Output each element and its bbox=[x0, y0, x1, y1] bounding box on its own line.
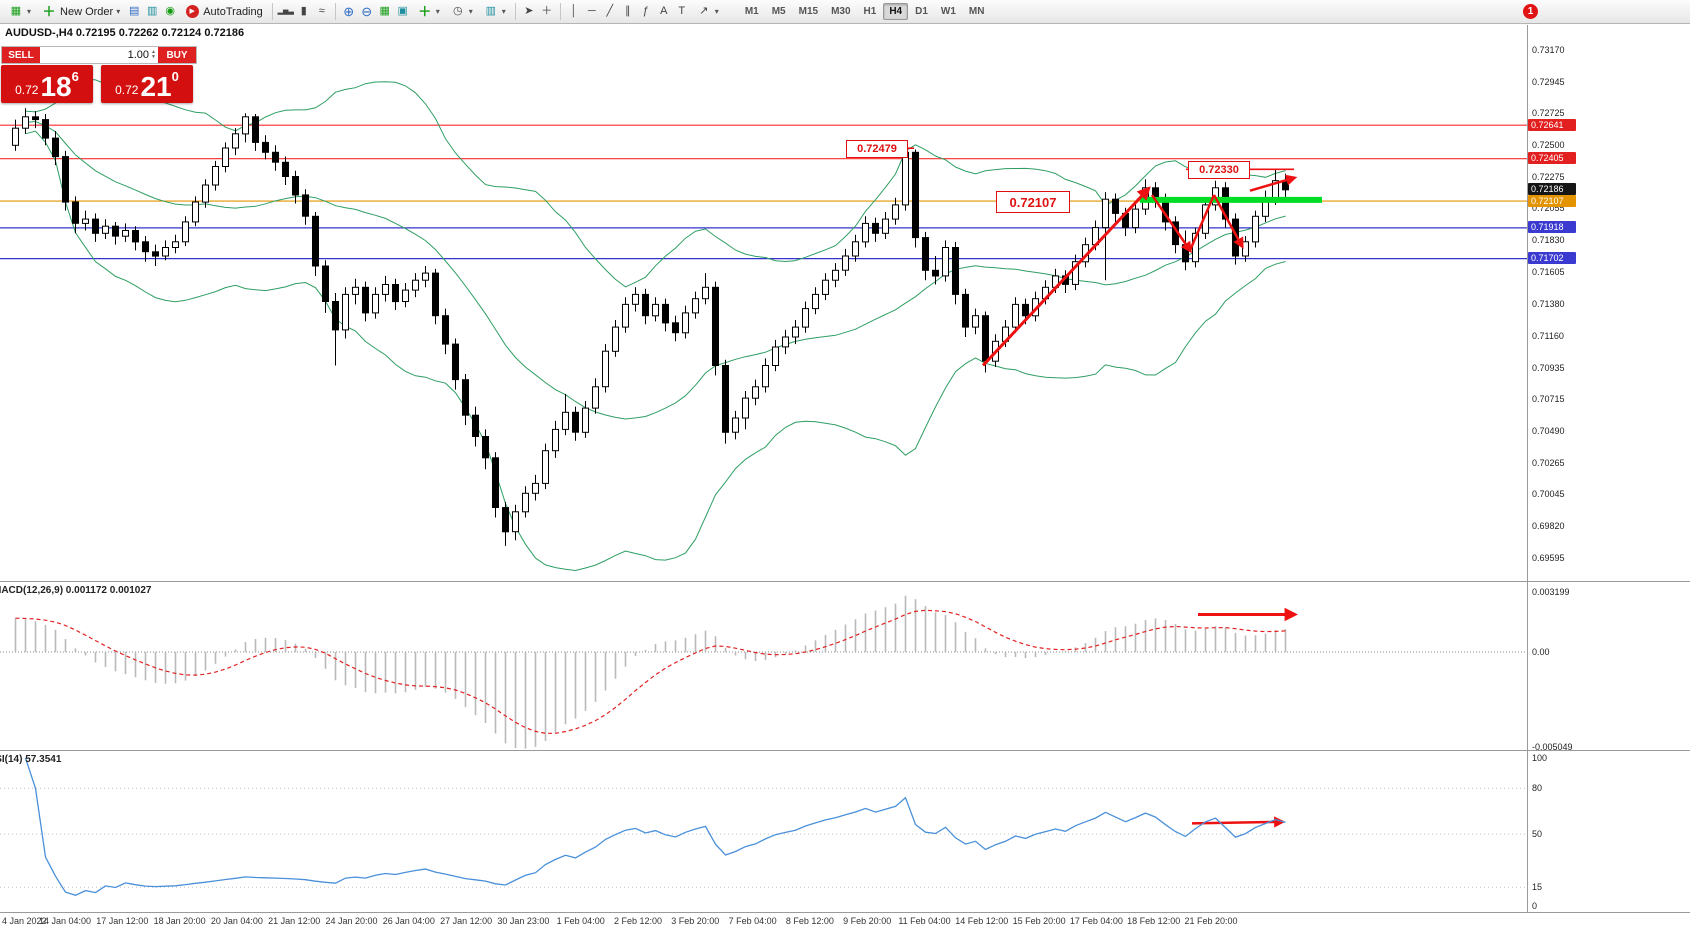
new-order-label: New Order bbox=[60, 5, 114, 18]
price-panel bbox=[0, 76, 1527, 572]
trend-arrow[interactable] bbox=[1150, 194, 1192, 254]
trendline-icon[interactable]: ╱ bbox=[606, 5, 614, 17]
timeframe-button-w1[interactable]: W1 bbox=[940, 6, 956, 17]
one-click-trading-widget: SELL 1.00 ▲ ▼ BUY 0.72 18 6 0.72 21 0 bbox=[1, 46, 197, 103]
sell-price-main: 18 bbox=[40, 71, 72, 103]
timeframe-button-m15[interactable]: M15 bbox=[798, 6, 819, 17]
sell-price-prefix: 0.72 bbox=[15, 83, 39, 97]
cursor-icon[interactable]: ➤ bbox=[524, 5, 534, 17]
sell-price-pip: 6 bbox=[71, 69, 79, 84]
zoom-out-icon[interactable]: ⊖ bbox=[361, 4, 373, 19]
chevron-down-icon: ▾ bbox=[435, 7, 440, 16]
toolbar-separator bbox=[559, 3, 561, 20]
chevron-down-icon: ▾ bbox=[27, 7, 32, 16]
autotrading-label: AutoTrading bbox=[203, 5, 263, 18]
timeframe-button-d1[interactable]: D1 bbox=[915, 6, 928, 17]
chevron-down-icon: ▾ bbox=[501, 7, 506, 16]
timeframe-toolbar: M1 M5 M15 M30 H1 H4 D1 W1 MN bbox=[739, 3, 991, 20]
tile-windows-icon[interactable]: ▦ bbox=[379, 5, 390, 17]
timeframe-button-h1[interactable]: H1 bbox=[863, 6, 877, 17]
timeframe-button-m30[interactable]: M30 bbox=[831, 6, 851, 17]
cascade-windows-icon[interactable]: ▣ bbox=[397, 5, 408, 17]
volume-value: 1.00 bbox=[127, 49, 150, 61]
volume-input[interactable]: 1.00 ▲ ▼ bbox=[40, 47, 158, 63]
text-tool-icon[interactable]: A bbox=[660, 5, 668, 17]
bar-chart-icon[interactable]: ▂▅▃ bbox=[277, 8, 294, 15]
vertical-line-icon[interactable]: │ bbox=[570, 5, 578, 17]
symbol-ohlc-line: AUDUSD-,H4 0.72195 0.72262 0.72124 0.721… bbox=[5, 27, 245, 39]
stepper-down-icon[interactable]: ▼ bbox=[151, 54, 156, 60]
crosshair-icon[interactable]: ＋ bbox=[541, 5, 553, 17]
bollinger-band-line bbox=[25, 130, 1286, 572]
zoom-in-icon[interactable]: ⊕ bbox=[343, 4, 355, 19]
chart-window-button[interactable]: ▦ ▾ bbox=[4, 3, 35, 20]
profiles-icon[interactable]: ▤ bbox=[129, 5, 140, 17]
autotrading-play-icon: ▶ bbox=[185, 5, 199, 18]
line-chart-icon[interactable]: ≈ bbox=[318, 5, 325, 17]
buy-price-prefix: 0.72 bbox=[115, 83, 139, 97]
chevron-down-icon: ▾ bbox=[714, 7, 719, 16]
toolbar-separator bbox=[514, 3, 516, 20]
chevron-down-icon: ▾ bbox=[468, 7, 473, 16]
trend-arrow[interactable] bbox=[1212, 194, 1244, 250]
trend-arrow[interactable] bbox=[1191, 816, 1286, 828]
new-order-button[interactable]: ＋ New Order ▾ bbox=[37, 3, 124, 20]
toolbar-separator bbox=[334, 3, 336, 20]
trend-arrow[interactable] bbox=[1188, 194, 1216, 251]
buy-button[interactable]: BUY bbox=[158, 47, 196, 63]
indicators-button[interactable]: ＋ ▾ bbox=[413, 3, 444, 20]
buy-price-main: 21 bbox=[140, 71, 172, 103]
trend-arrow[interactable] bbox=[1249, 174, 1298, 192]
arrows-tool-button[interactable]: ↗ ▾ bbox=[692, 3, 723, 20]
autotrading-button[interactable]: ▶ AutoTrading bbox=[180, 3, 267, 20]
equidistant-channel-icon[interactable]: ∥ bbox=[625, 5, 631, 17]
template-icon: ▥ bbox=[485, 5, 496, 17]
rsi-panel bbox=[0, 757, 1527, 896]
notification-badge[interactable]: 1 bbox=[1523, 4, 1538, 19]
macd-panel bbox=[0, 595, 1527, 749]
toolbar-separator bbox=[271, 3, 273, 20]
sell-price-display[interactable]: 0.72 18 6 bbox=[1, 65, 93, 103]
timeframe-button-m5[interactable]: M5 bbox=[771, 6, 786, 17]
candles-layer bbox=[12, 108, 1289, 546]
refresh-icon[interactable]: ◉ bbox=[165, 5, 176, 17]
rsi-line bbox=[24, 757, 1286, 896]
macd-label: MACD(12,26,9) 0.001172 0.001027 bbox=[0, 585, 152, 596]
chart-window-icon: ▦ bbox=[10, 5, 22, 17]
volume-stepper[interactable]: ▲ ▼ bbox=[151, 50, 156, 60]
main-toolbar: ▦ ▾ ＋ New Order ▾ ▤ ▥ ◉ ▶ AutoTrading ▂▅… bbox=[0, 0, 1690, 24]
text-label-icon[interactable]: T bbox=[678, 5, 686, 17]
buy-price-pip: 0 bbox=[171, 69, 179, 84]
macd-signal-line bbox=[15, 609, 1286, 734]
trend-arrow[interactable] bbox=[981, 186, 1151, 367]
buy-price-display[interactable]: 0.72 21 0 bbox=[101, 65, 193, 103]
stepper-up-icon[interactable]: ▲ bbox=[151, 49, 156, 55]
sell-button[interactable]: SELL bbox=[2, 47, 40, 63]
timeframe-button-h4[interactable]: H4 bbox=[883, 3, 909, 20]
fibonacci-icon[interactable]: ƒ bbox=[642, 5, 649, 17]
rsi-label: RSI(14) 57.3541 bbox=[0, 754, 62, 765]
new-order-icon: ＋ bbox=[42, 4, 56, 19]
templates-menu-button[interactable]: ▥ ▾ bbox=[479, 3, 510, 20]
horizontal-line-icon[interactable]: ─ bbox=[587, 5, 596, 17]
timeframe-button-mn[interactable]: MN bbox=[968, 6, 985, 17]
timeframe-button-m1[interactable]: M1 bbox=[744, 6, 759, 17]
indicators-icon: ＋ bbox=[418, 4, 432, 19]
templates-icon[interactable]: ▥ bbox=[147, 5, 158, 17]
arrows-tool-icon: ↗ bbox=[699, 5, 709, 17]
chevron-down-icon: ▾ bbox=[116, 7, 121, 16]
candlestick-chart-icon[interactable]: ▮ bbox=[300, 5, 307, 17]
clock-icon: ◷ bbox=[452, 5, 463, 17]
periods-button[interactable]: ◷ ▾ bbox=[446, 3, 477, 20]
